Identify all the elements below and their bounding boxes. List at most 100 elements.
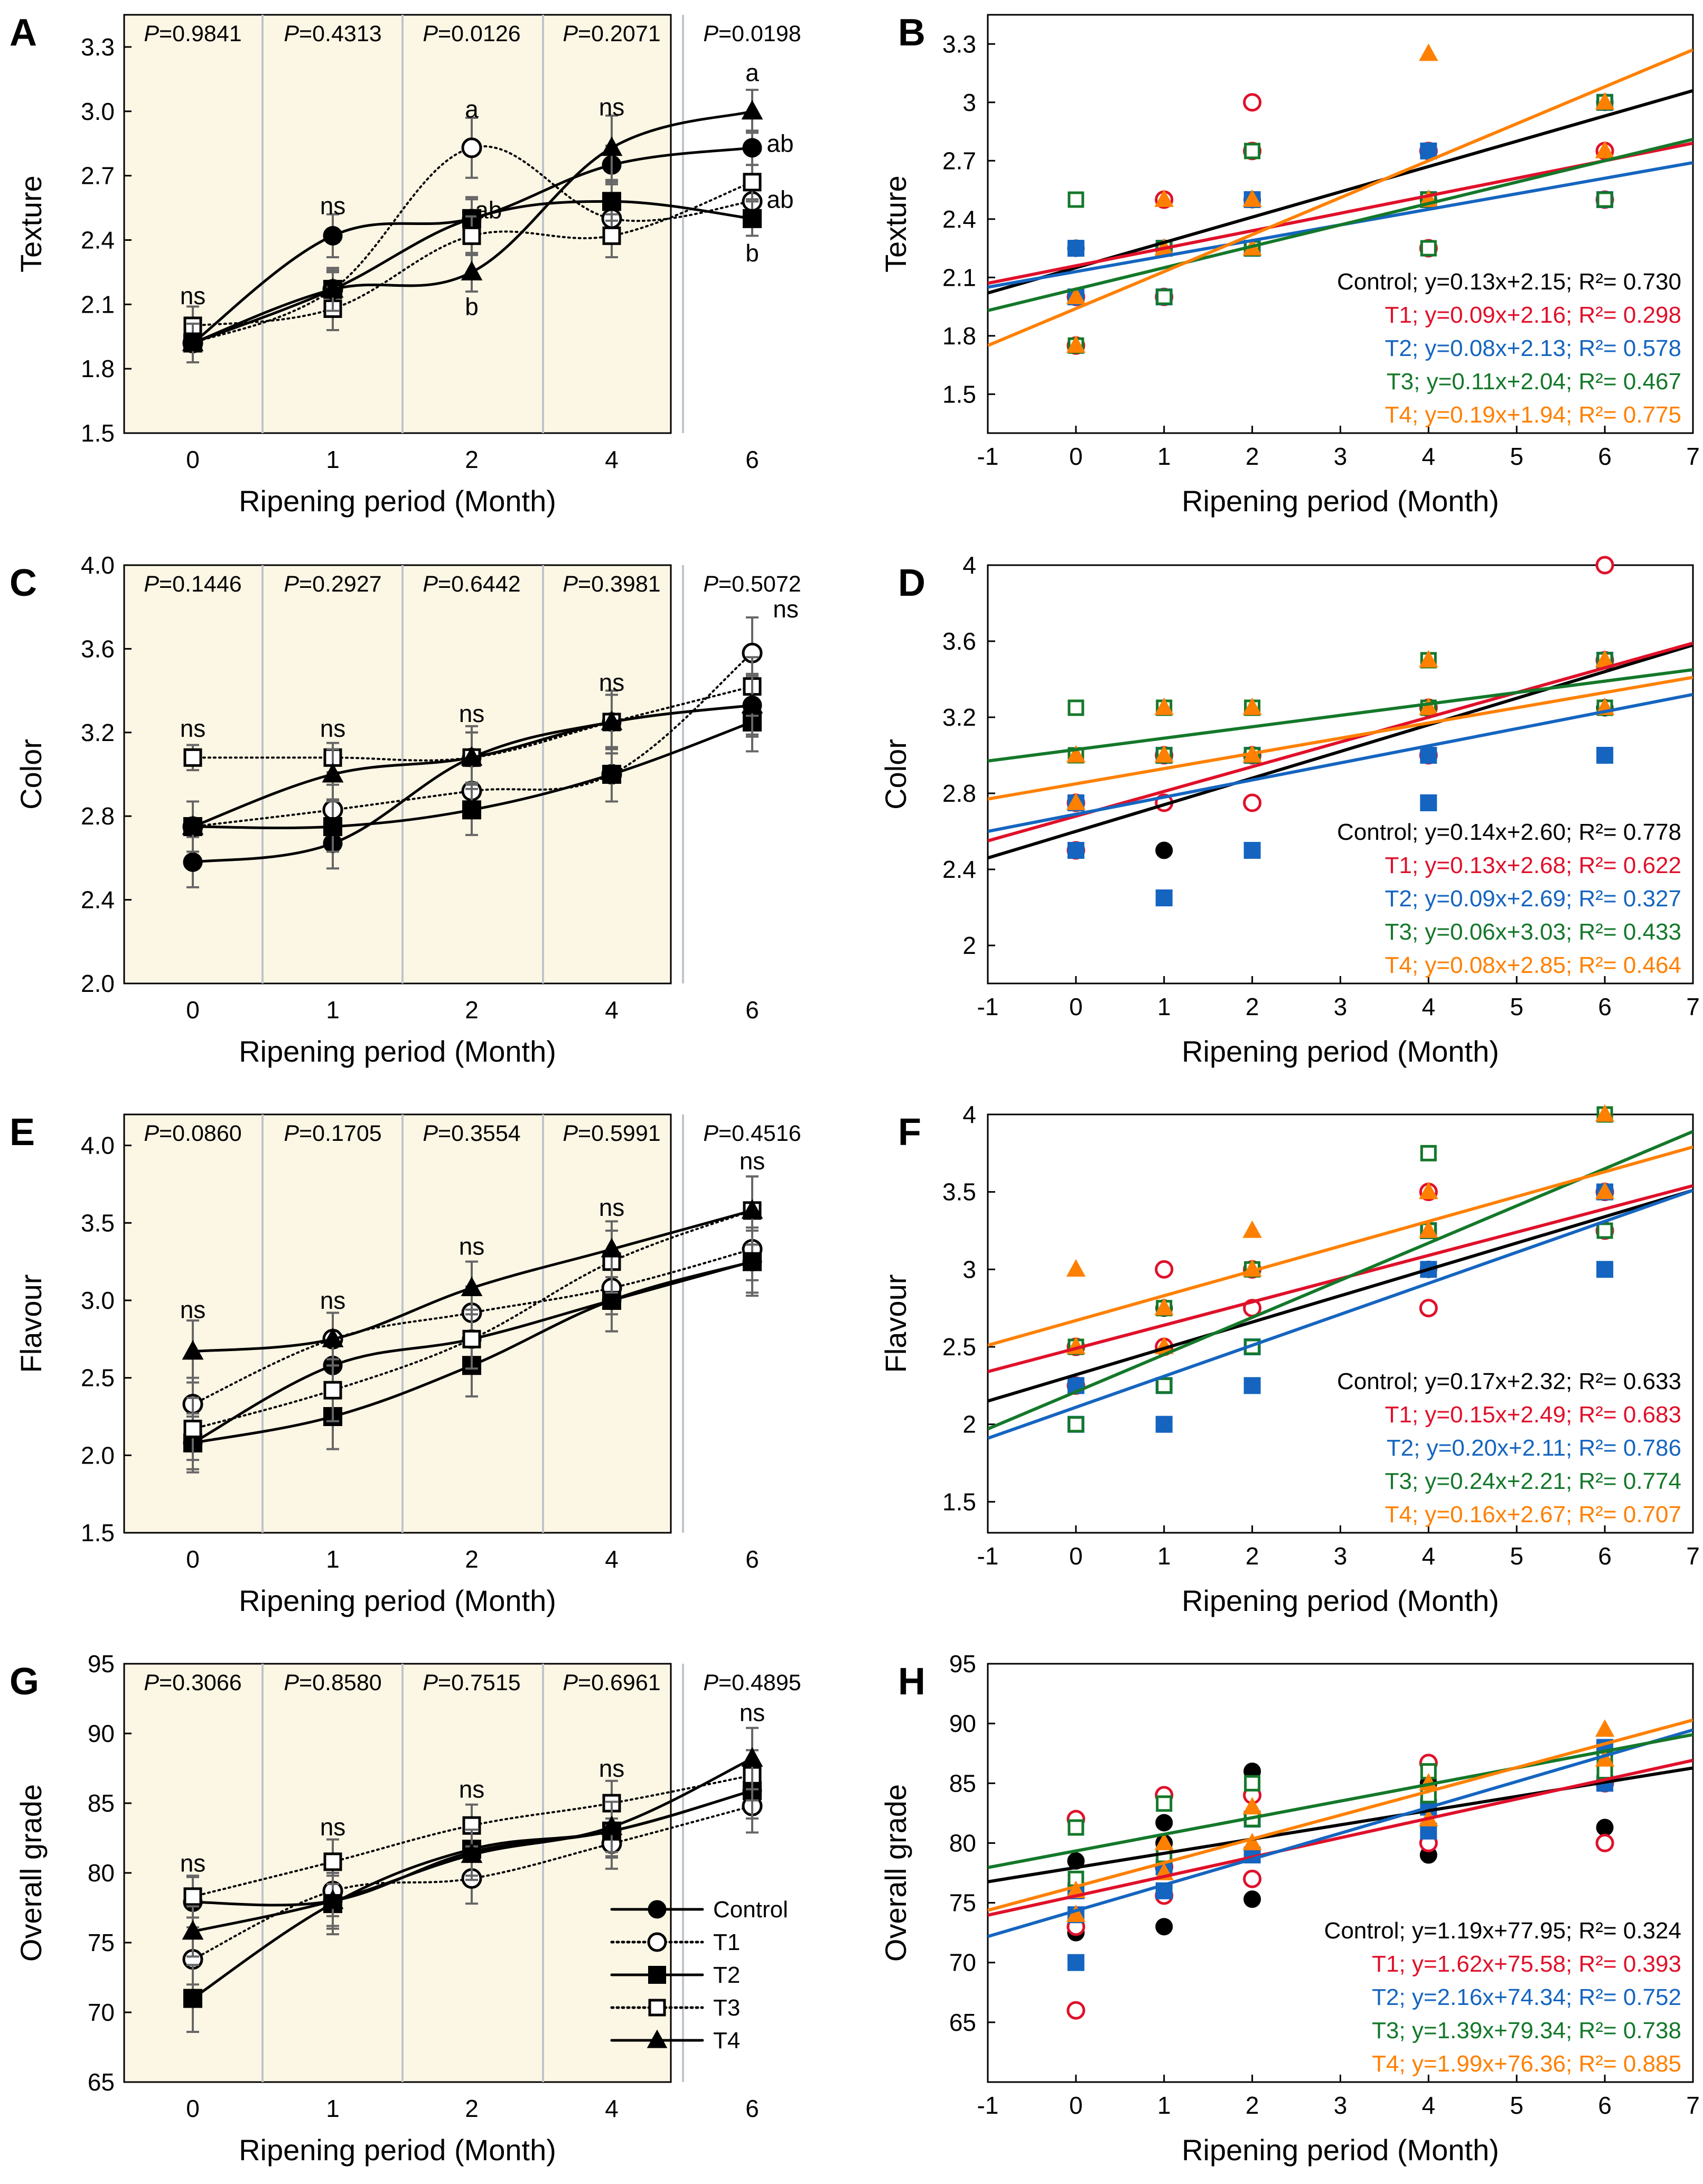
y-tick-label: 1.8: [81, 355, 115, 382]
x-tick-label: 2: [465, 1545, 479, 1573]
p-value-label: P=0.4313: [284, 21, 381, 46]
p-value-label: P=0.9841: [144, 21, 241, 46]
x-tick-label: 2: [1246, 2092, 1259, 2119]
x-tick-label: 2: [465, 2095, 479, 2122]
y-tick-label: 1.5: [942, 1488, 976, 1515]
scatter-point-T2: [1596, 1261, 1614, 1278]
x-tick-label: -1: [977, 993, 999, 1020]
scatter-point-T2: [1155, 1416, 1173, 1433]
x-axis-label: Ripening period (Month): [239, 1584, 556, 1617]
significance-label: ns: [773, 595, 799, 623]
scatter-point-T2: [1067, 1954, 1084, 1971]
p-value-label: P=0.4516: [703, 1121, 801, 1146]
data-point-T4: [182, 1340, 204, 1360]
x-axis-label: Ripening period (Month): [1182, 484, 1499, 518]
y-tick-label: 2: [962, 1411, 976, 1438]
p-value-label: P=0.6442: [423, 571, 520, 597]
data-point-T3: [183, 748, 202, 767]
regression-equation-T1: T1; y=1.62x+75.58; R²= 0.393: [1372, 1951, 1681, 1977]
panel-letter: C: [10, 562, 37, 604]
y-tick-label: 3.3: [942, 30, 976, 58]
p-value-label: P=0.6961: [563, 1670, 660, 1695]
x-axis-label: Ripening period (Month): [239, 2133, 556, 2167]
scatter-point-T4: [1154, 745, 1174, 763]
y-axis-label: Texture: [14, 175, 48, 273]
data-point-T3: [323, 1852, 342, 1871]
p-value-label: P=0.0198: [703, 21, 801, 46]
significance-label: ab: [766, 185, 793, 213]
panel-letter: A: [10, 12, 37, 54]
significance-label: ns: [180, 1850, 206, 1877]
data-point-T3: [462, 226, 481, 245]
scatter-point-T4: [1595, 1182, 1615, 1199]
y-tick-label: 4: [962, 1101, 976, 1128]
y-tick-label: 3.2: [942, 704, 976, 731]
x-tick-label: -1: [977, 2092, 999, 2119]
x-tick-label: 2: [1246, 1542, 1259, 1570]
y-tick-label: 65: [949, 2009, 976, 2036]
scatter-point-T4: [1419, 697, 1438, 715]
data-point-T4: [461, 1843, 483, 1863]
y-tick-label: 75: [949, 1889, 976, 1917]
regression-equation-T4: T4; y=0.19x+1.94; R²= 0.775: [1385, 402, 1681, 428]
legend-label: T3: [713, 1995, 740, 2021]
data-point-Control: [323, 226, 343, 246]
p-value-label: P=0.3066: [144, 1670, 241, 1695]
data-point-T4: [741, 100, 763, 120]
significance-label: ns: [320, 715, 346, 742]
scatter-point-T4: [1066, 745, 1086, 763]
x-tick-label: 0: [1069, 1542, 1083, 1570]
y-tick-label: 2.7: [81, 162, 115, 190]
scatter-point-T2: [1420, 794, 1437, 811]
data-point-T4: [601, 1815, 623, 1835]
p-value-label: P=0.3554: [423, 1121, 520, 1146]
x-tick-label: 6: [1598, 443, 1612, 470]
legend-label: T2: [713, 1962, 740, 1988]
y-tick-label: 2.8: [942, 780, 976, 807]
y-tick-label: 70: [88, 1999, 115, 2026]
scatter-point-Control: [1243, 1890, 1261, 1908]
significance-label: ns: [459, 1776, 485, 1803]
panel-A: A P=0.9841 P=0.4313 P=0.0126 P=0.2071 P=0.019…: [10, 12, 801, 518]
x-tick-label: 4: [1422, 443, 1436, 470]
regression-equation-Control: Control; y=1.19x+77.95; R²= 0.324: [1324, 1918, 1681, 1944]
y-axis-label: Flavour: [14, 1274, 48, 1373]
y-tick-label: 80: [88, 1859, 115, 1887]
regression-equation-T1: T1; y=0.15x+2.49; R²= 0.683: [1385, 1402, 1681, 1428]
y-tick-label: 4: [962, 551, 976, 579]
significance-label: ns: [599, 669, 625, 696]
scatter-point-T1: [1595, 556, 1614, 575]
scatter-point-T4: [1242, 1833, 1262, 1851]
x-tick-label: 1: [326, 996, 340, 1024]
x-tick-label: 6: [1598, 993, 1612, 1020]
data-point-T2: [602, 765, 621, 784]
x-tick-label: 2: [465, 446, 479, 473]
scatter-point-T1: [1066, 2001, 1086, 2020]
x-tick-label: 2: [1246, 443, 1259, 470]
y-tick-label: 2.4: [942, 856, 976, 883]
data-point-T4: [182, 815, 204, 835]
y-tick-label: 3: [962, 1255, 976, 1283]
p-value-label: P=0.8580: [284, 1670, 381, 1695]
x-tick-label: 1: [1157, 993, 1171, 1020]
y-tick-label: 2.4: [81, 886, 115, 914]
significance-label: a: [745, 59, 759, 87]
scatter-point-T4: [1242, 1220, 1262, 1238]
data-point-T3: [602, 226, 621, 245]
x-axis-label: Ripening period (Month): [239, 484, 556, 518]
x-tick-label: -1: [977, 443, 999, 470]
scatter-point-Control: [1155, 1814, 1173, 1832]
y-tick-label: 3: [962, 89, 976, 116]
significance-label: ns: [320, 1813, 346, 1841]
data-point-T4: [322, 1889, 344, 1909]
y-tick-label: 2.8: [81, 802, 115, 830]
data-point-T4: [322, 763, 344, 783]
x-tick-label: 6: [745, 446, 759, 473]
data-point-T3: [323, 1381, 342, 1400]
legend-marker-T1: [647, 1932, 667, 1952]
panel-letter: E: [10, 1111, 35, 1154]
data-point-T3: [462, 1329, 481, 1348]
y-axis-label: Overall grade: [879, 1784, 912, 1962]
y-tick-label: 70: [949, 1949, 976, 1976]
x-tick-label: 6: [745, 1545, 759, 1573]
